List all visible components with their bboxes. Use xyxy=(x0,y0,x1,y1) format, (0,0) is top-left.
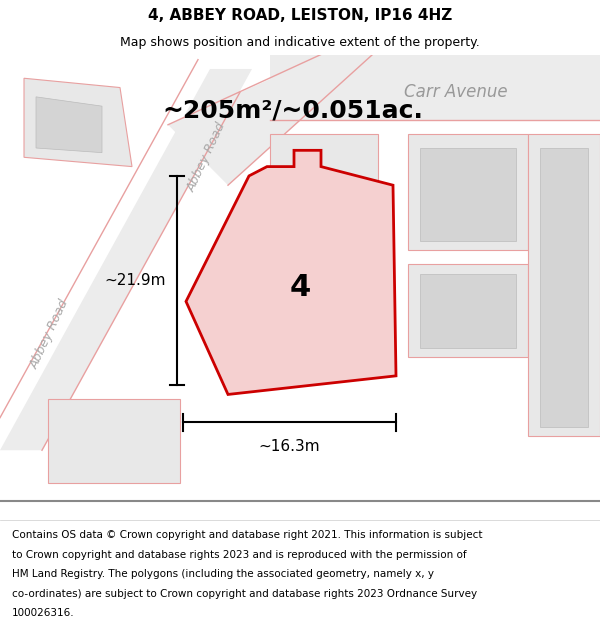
Text: 4: 4 xyxy=(289,273,311,302)
Polygon shape xyxy=(0,69,252,450)
Polygon shape xyxy=(540,148,588,427)
Polygon shape xyxy=(36,97,102,152)
Text: HM Land Registry. The polygons (including the associated geometry, namely x, y: HM Land Registry. The polygons (includin… xyxy=(12,569,434,579)
Text: ~205m²/~0.051ac.: ~205m²/~0.051ac. xyxy=(162,99,423,122)
Polygon shape xyxy=(528,134,600,436)
Text: Carr Avenue: Carr Avenue xyxy=(404,83,508,101)
Polygon shape xyxy=(420,148,516,241)
Polygon shape xyxy=(270,134,378,218)
Polygon shape xyxy=(270,55,600,120)
Text: to Crown copyright and database rights 2023 and is reproduced with the permissio: to Crown copyright and database rights 2… xyxy=(12,550,467,560)
Text: 4, ABBEY ROAD, LEISTON, IP16 4HZ: 4, ABBEY ROAD, LEISTON, IP16 4HZ xyxy=(148,8,452,23)
Text: Contains OS data © Crown copyright and database right 2021. This information is : Contains OS data © Crown copyright and d… xyxy=(12,531,482,541)
Text: 100026316.: 100026316. xyxy=(12,608,74,618)
Polygon shape xyxy=(24,78,132,167)
Polygon shape xyxy=(168,55,372,185)
Polygon shape xyxy=(222,217,354,352)
Text: ~21.9m: ~21.9m xyxy=(104,273,166,288)
Text: Abbey Road: Abbey Road xyxy=(185,121,229,194)
Text: ~16.3m: ~16.3m xyxy=(259,439,320,454)
Polygon shape xyxy=(408,264,528,358)
Text: co-ordinates) are subject to Crown copyright and database rights 2023 Ordnance S: co-ordinates) are subject to Crown copyr… xyxy=(12,589,477,599)
Polygon shape xyxy=(48,399,180,482)
Text: Abbey Road: Abbey Road xyxy=(28,298,71,371)
Polygon shape xyxy=(420,274,516,348)
Polygon shape xyxy=(186,151,396,394)
Text: Map shows position and indicative extent of the property.: Map shows position and indicative extent… xyxy=(120,36,480,49)
Polygon shape xyxy=(408,134,528,250)
